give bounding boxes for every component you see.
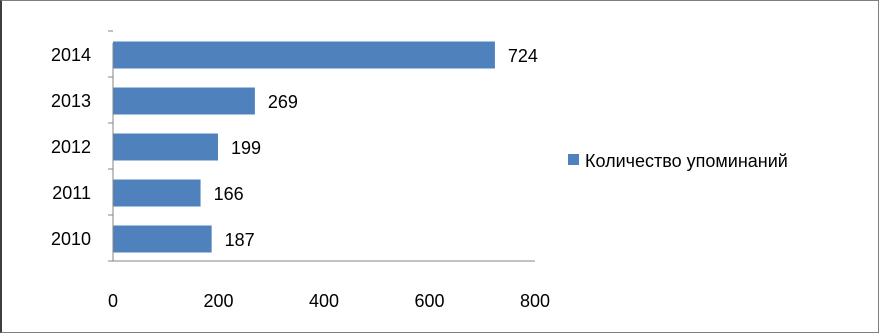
bar-2013 (113, 87, 255, 115)
data-label-2011: 166 (214, 184, 244, 204)
x-tick-label-200: 200 (203, 291, 233, 311)
data-label-2010: 187 (225, 230, 255, 250)
axes-layer (108, 30, 535, 262)
legend-label: Количество упоминаний (585, 151, 788, 171)
bar-2011 (113, 179, 201, 207)
bar-2012 (113, 133, 218, 161)
category-label-2014: 2014 (51, 45, 91, 65)
category-label-2010: 2010 (51, 229, 91, 249)
data-label-2013: 269 (268, 92, 298, 112)
category-label-2012: 2012 (51, 137, 91, 157)
category-label-2013: 2013 (51, 91, 91, 111)
category-label-2011: 2011 (52, 183, 91, 203)
data-label-2012: 199 (231, 138, 261, 158)
legend: Количество упоминаний (568, 151, 788, 171)
data-label-2014: 724 (508, 46, 538, 66)
x-tick-label-0: 0 (108, 291, 118, 311)
bar-2010 (113, 225, 212, 253)
legend-swatch (568, 154, 579, 165)
x-tick-label-600: 600 (414, 291, 444, 311)
x-tick-label-800: 800 (520, 291, 550, 311)
bar-2014 (113, 41, 495, 69)
x-tick-label-400: 400 (309, 291, 339, 311)
labels-layer: 2010 187 2011 166 2012 199 2013 269 2014 724 0 200 4… (51, 45, 550, 311)
bars-layer (113, 41, 495, 253)
